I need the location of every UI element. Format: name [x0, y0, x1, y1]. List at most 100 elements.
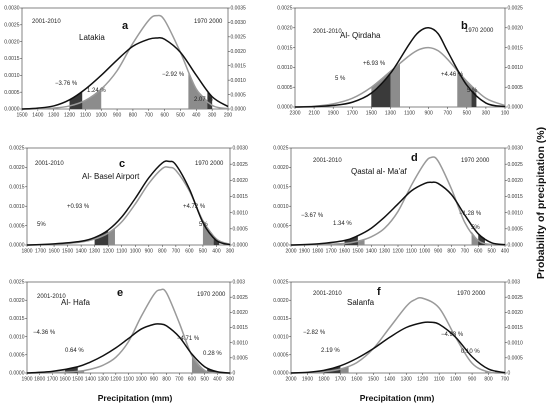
x-tick-label: 200 [224, 113, 233, 119]
y-tick-label-left: 0.0030 [4, 6, 20, 12]
y-tick-label-left: 0.0005 [273, 353, 289, 359]
x-tick-label: 1600 [49, 249, 60, 255]
y-tick-label-right: 0.0025 [233, 295, 249, 301]
x-tick-label: 400 [213, 377, 222, 383]
tail-annotation: 5 % [467, 88, 478, 94]
y-tick-label-right: 0.0015 [508, 45, 524, 51]
period-label-recent: 2001-2010 [37, 294, 66, 300]
tail-annotation: −1.28 % [459, 211, 482, 217]
x-tick-label: 1300 [89, 249, 100, 255]
x-tick-label: 600 [474, 249, 483, 255]
y-tick-label-right: 0.0020 [508, 178, 524, 184]
panel-letter: b [461, 20, 468, 32]
y-tick-label-left: 0.0000 [4, 107, 20, 113]
x-tick-label: 300 [482, 111, 491, 117]
tail-annotation: 0.64 % [65, 348, 84, 354]
x-tick-label: 1900 [302, 377, 313, 383]
tail-annotation: −3.67 % [301, 213, 324, 219]
y-tick-label-right: 0.0000 [233, 243, 249, 249]
chart-panel-c: 1800 1700 1600 1500 1400 1300 1200 1100 1000 900 8… [9, 146, 248, 255]
x-tick-label: 1200 [110, 377, 121, 383]
x-tick-label: 2300 [289, 111, 300, 117]
tail-annotation: −2.82 % [303, 330, 326, 336]
x-tick-label: 1500 [368, 377, 379, 383]
x-tick-label: 1100 [116, 249, 127, 255]
y-tick-label-left: 0.0010 [273, 334, 289, 340]
y-tick-label-right: 0.0020 [231, 49, 247, 55]
x-tick-label: 800 [158, 249, 167, 255]
station-name: Al- Qirdaha [340, 31, 381, 40]
series-line-1970-2000 [290, 156, 506, 246]
y-tick-label-right: 0.0030 [233, 146, 249, 152]
tail-annotation: 5% [199, 222, 208, 228]
tail-annotation: +4.46 % [441, 72, 464, 78]
tail-annotation: −4.93 % [441, 332, 464, 338]
shade-left-tail-recent [371, 73, 391, 107]
period-label-recent: 2001-2010 [35, 161, 64, 167]
period-label-base: 1970 2000 [194, 19, 223, 25]
x-tick-label: 1300 [48, 113, 59, 119]
x-tick-label: 100 [501, 111, 510, 117]
y-tick-label-left: 0.0010 [9, 204, 25, 210]
y-tick-label-left: 0.0015 [273, 316, 289, 322]
plot-frame [26, 147, 231, 246]
x-tick-label: 900 [113, 113, 122, 119]
tail-annotation: −4.36 % [33, 330, 56, 336]
y-tick-label-right: 0.0000 [508, 243, 524, 249]
y-tick-label-left: 0.0005 [277, 85, 293, 91]
x-tick-label: 1800 [34, 377, 45, 383]
x-tick-label: 400 [212, 249, 221, 255]
x-tick-label: 500 [176, 113, 185, 119]
x-tick-label: 400 [192, 113, 201, 119]
shade-right-tail-base [191, 355, 218, 373]
x-tick-label: 300 [226, 377, 235, 383]
y-tick-label-left: 0.0010 [273, 204, 289, 210]
y-tick-label-right: 0.0030 [508, 146, 524, 152]
station-name: Latakia [79, 33, 105, 42]
x-tick-label: 500 [463, 111, 472, 117]
y-tick-label-left: 0.0025 [277, 6, 293, 12]
y-tick-label-left: 0.0020 [9, 298, 25, 304]
x-axis-title-right: Precipitation (mm) [360, 393, 435, 403]
x-tick-label: 700 [461, 249, 470, 255]
y-tick-label-left: 0.0020 [273, 298, 289, 304]
tail-annotation: 1.34 % [333, 221, 352, 227]
x-tick-label: 1300 [401, 377, 412, 383]
period-label-base: 1970 2000 [195, 161, 224, 167]
series-line-2001-2010 [21, 36, 229, 110]
series-line-2001-2010 [290, 181, 506, 246]
tail-annotation: +0.93 % [67, 204, 90, 210]
y-tick-label-left: 0.0000 [273, 371, 289, 377]
chart-panel-b: 2300 2100 1900 1700 1500 1300 1100 900 700 500 300… [277, 6, 523, 117]
x-tick-label: 1400 [85, 377, 96, 383]
tail-annotation: −4.71 % [177, 336, 200, 342]
x-tick-label: 400 [501, 249, 510, 255]
y-tick-label-left: 0.0015 [273, 185, 289, 191]
shade-right-tail-base [457, 70, 477, 107]
y-tick-label-left: 0.0025 [273, 280, 289, 286]
x-tick-label: 1100 [406, 249, 417, 255]
x-tick-label: 900 [434, 249, 443, 255]
x-tick-label: 1500 [16, 113, 27, 119]
y-tick-label-right: 0.003 [233, 280, 246, 286]
y-tick-label-right: 0.0015 [233, 325, 249, 331]
y-tick-label-right: 0.0015 [231, 63, 247, 69]
y-tick-label-right: 0.0000 [231, 107, 247, 113]
x-tick-label: 300 [226, 249, 235, 255]
series-line-1970-2000 [21, 14, 229, 110]
tail-annotation: +6.93 % [363, 61, 386, 67]
y-tick-label-right: 0.0005 [508, 85, 524, 91]
period-label-recent: 2001-2010 [313, 158, 342, 164]
y-tick-label-right: 0.0015 [233, 194, 249, 200]
y-tick-label-left: 0.0015 [4, 56, 20, 62]
y-tick-label-left: 0.0000 [277, 105, 293, 111]
x-tick-label: 1700 [335, 377, 346, 383]
y-tick-label-left: 0.0015 [9, 316, 25, 322]
x-tick-label: 1300 [98, 377, 109, 383]
x-tick-label: 1100 [80, 113, 91, 119]
y-tick-label-right: 0.0020 [233, 178, 249, 184]
y-tick-label-right: 0.0020 [508, 310, 524, 316]
y-tick-label-right: 0.003 [508, 280, 521, 286]
x-tick-label: 1100 [434, 377, 445, 383]
y-tick-label-right: 0.0005 [233, 227, 249, 233]
